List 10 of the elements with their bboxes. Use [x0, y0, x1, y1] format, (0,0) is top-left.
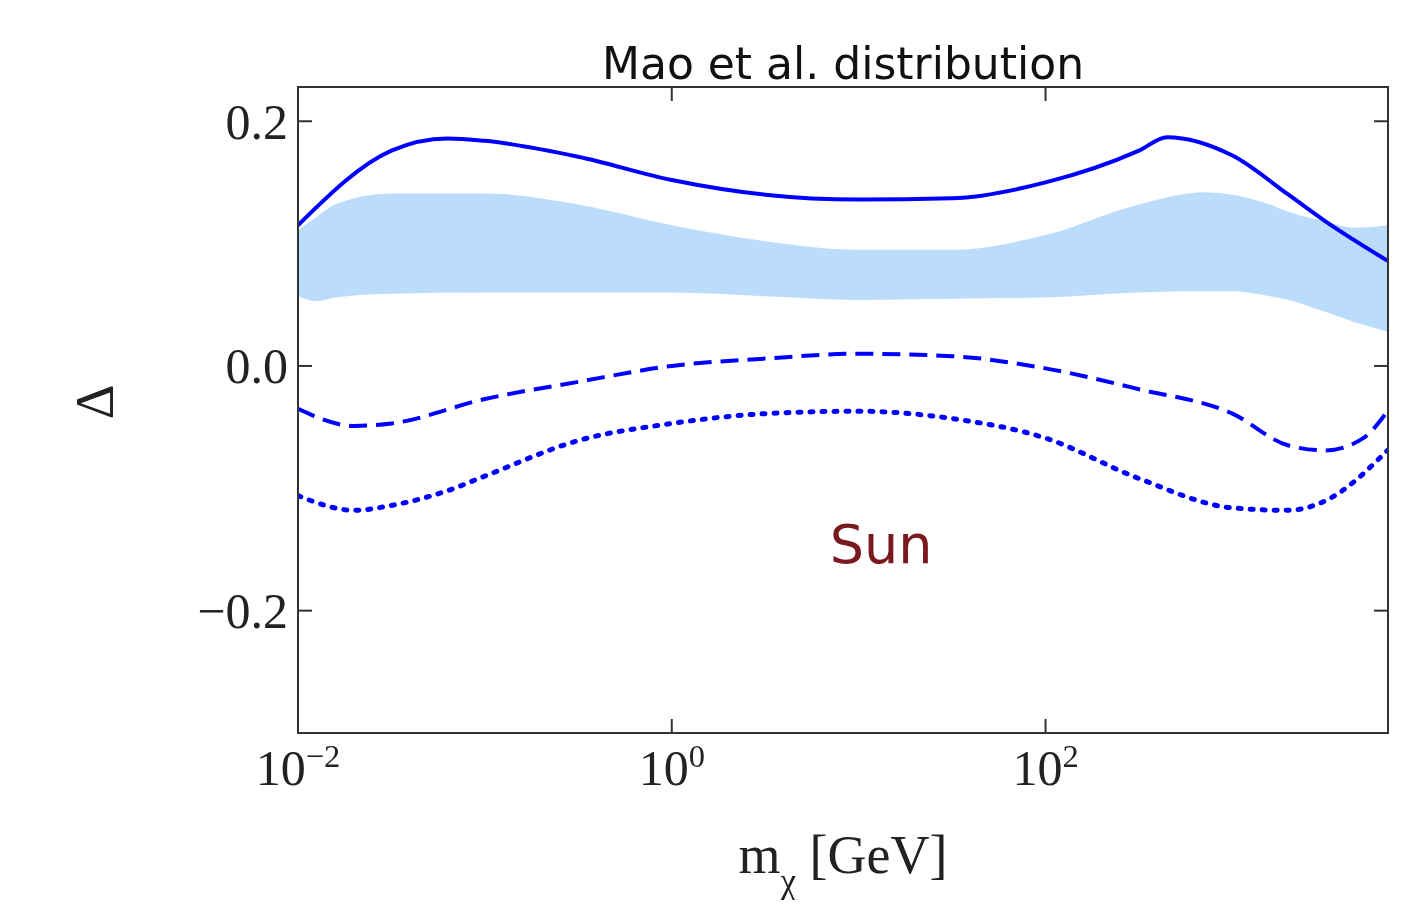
- y-axis-title: Δ: [65, 384, 125, 420]
- x-tick-label: 10$^{−2}$: [255, 738, 341, 796]
- chart-title: Mao et al. distribution: [601, 38, 1085, 89]
- y-tick-label: 0.0: [225, 338, 288, 395]
- y-tick-label: 0.2: [225, 93, 288, 150]
- x-tick-label: 10$^{0}$: [638, 738, 705, 796]
- x-axis-title: m$_{χ}$ [GeV]: [738, 825, 948, 901]
- annotation: Sun: [829, 513, 933, 576]
- y-tick-label: −0.2: [197, 583, 288, 640]
- x-tick-label: 10$^{2}$: [1012, 738, 1079, 796]
